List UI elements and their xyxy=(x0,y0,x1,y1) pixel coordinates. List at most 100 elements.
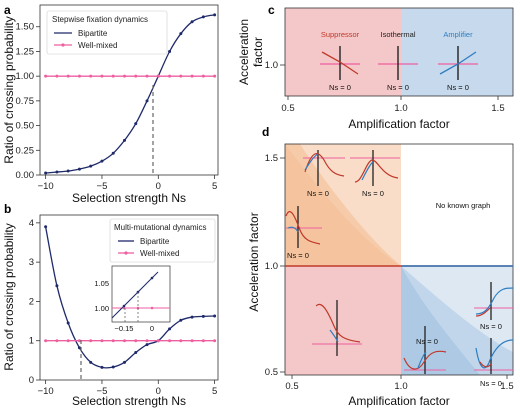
data-point xyxy=(111,365,115,369)
data-point xyxy=(168,327,172,331)
data-point xyxy=(213,339,217,343)
data-point xyxy=(201,15,205,19)
panel-d-xtick-label: 1.0 xyxy=(394,381,407,392)
panel-d-xtick-label: 1.5 xyxy=(500,381,513,392)
y-tick-label: 0.25 xyxy=(16,145,35,156)
inset-point xyxy=(122,304,126,308)
data-point xyxy=(89,164,93,168)
series-line xyxy=(45,14,215,174)
data-point xyxy=(134,339,138,343)
data-point xyxy=(122,360,126,364)
data-point xyxy=(190,315,194,319)
y-tick-label: 4 xyxy=(29,218,34,229)
panel-c-suppressor-title: Suppressor xyxy=(321,30,360,39)
data-point xyxy=(77,339,81,343)
data-point xyxy=(100,339,104,343)
panel-c-xlabel: Amplification factor xyxy=(348,117,449,131)
data-point xyxy=(77,167,81,171)
data-point xyxy=(55,74,59,78)
panel-c-ylabel-2: factor xyxy=(251,37,265,67)
panel-b: b −10 −5 0 5 0 1 2 3 4 Multi-mutational dynamics… xyxy=(2,202,219,408)
inset-ytick-1: 1.05 xyxy=(94,279,109,288)
data-point xyxy=(179,74,183,78)
inset-point xyxy=(150,276,154,280)
inset-ytick-0: 1.00 xyxy=(94,304,109,313)
mini-blue-curve xyxy=(417,351,427,369)
y-tick-label: 0 xyxy=(29,375,34,386)
mini-blue-curve xyxy=(361,161,374,181)
panel-d-ytick-label: 0.5 xyxy=(265,367,278,378)
panel-a-xlabel: Selection strength Ns xyxy=(72,191,186,205)
legend-b-bipartite-label: Bipartite xyxy=(140,237,170,246)
data-point xyxy=(44,74,48,78)
panel-a-ylabel: Ratio of crossing probability xyxy=(2,16,16,163)
panel-b-ticks: −10 −5 0 5 0 1 2 3 4 xyxy=(29,218,218,397)
mini-red-curve xyxy=(304,153,345,177)
y-tick-label: 1.00 xyxy=(16,71,35,82)
x-tick-label: 0 xyxy=(156,181,161,192)
x-tick-label: −5 xyxy=(97,386,108,397)
data-point xyxy=(145,339,149,343)
data-point xyxy=(66,339,70,343)
data-point xyxy=(55,170,59,174)
data-point xyxy=(179,339,183,343)
data-point xyxy=(156,339,160,343)
data-point xyxy=(66,74,70,78)
data-point xyxy=(89,74,93,78)
mini-blue-curve xyxy=(304,153,319,171)
mini-blue-curve xyxy=(475,287,514,315)
data-point xyxy=(44,171,48,175)
panel-b-xlabel: Selection strength Ns xyxy=(72,394,186,408)
x-tick-label: 5 xyxy=(212,386,217,397)
panel-d-caption: Ns = 0 xyxy=(416,337,438,346)
data-point xyxy=(213,74,217,78)
inset-bipartite-line xyxy=(111,271,159,319)
data-point xyxy=(55,339,59,343)
panel-b-legend-title: Multi-mutational dynamics xyxy=(114,223,206,232)
data-point xyxy=(77,346,81,350)
legend-wellmixed-marker xyxy=(61,43,65,47)
x-tick-label: 5 xyxy=(212,181,217,192)
panel-d-caption: Ns = 0 xyxy=(362,189,384,198)
data-point xyxy=(122,339,126,343)
data-point xyxy=(190,339,194,343)
y-tick-label: 0.75 xyxy=(16,96,35,107)
mini-amplifier-curve xyxy=(439,51,477,75)
panel-a-ticks: −10 −5 0 5 0.00 0.25 0.50 0.75 1.00 1.25 1.50 xyxy=(16,22,218,192)
panel-d-caption: Ns = 0 xyxy=(480,379,502,388)
mini-blue-curve xyxy=(287,226,299,233)
inset-xtick-0: −0.15 xyxy=(115,324,134,333)
mini-red-curve xyxy=(315,303,361,343)
legend-bipartite-label: Bipartite xyxy=(78,29,108,38)
data-point xyxy=(145,74,149,78)
data-point xyxy=(201,339,205,343)
data-point xyxy=(122,138,126,142)
x-tick-label: −5 xyxy=(97,181,108,192)
data-point xyxy=(179,32,183,36)
panel-a-plot xyxy=(44,13,217,175)
data-point xyxy=(89,339,93,343)
x-tick-label: −10 xyxy=(38,181,54,192)
legend-b-wellmixed-marker xyxy=(124,251,128,255)
panel-a: a −10 −5 0 5 0.00 0.25 0.50 0.75 1.00 1.25 1.50 St… xyxy=(2,3,219,205)
mini-red-curve xyxy=(354,159,399,183)
panel-c-isothermal-caption: Ns = 0 xyxy=(387,83,409,92)
panel-a-frame xyxy=(39,4,219,176)
panel-c-isothermal-title: Isothermal xyxy=(380,30,415,39)
y-tick-label: 0.50 xyxy=(16,121,35,132)
panel-b-legend: Multi-mutational dynamics Bipartite Well… xyxy=(109,218,216,263)
panel-b-ylabel: Ratio of crossing probability xyxy=(2,223,16,370)
panel-d-ylabel: Acceleration factor xyxy=(247,212,261,311)
data-point xyxy=(156,74,160,78)
data-point xyxy=(213,314,217,318)
data-point xyxy=(100,365,104,369)
panel-d-ytick-label: 1.0 xyxy=(265,261,278,272)
y-tick-label: 2 xyxy=(29,296,34,307)
data-point xyxy=(122,74,126,78)
panel-d-caption: Ns = 0 xyxy=(307,189,329,198)
series-line xyxy=(44,226,215,369)
data-point xyxy=(44,225,48,229)
panel-c-ylabel-1: Acceleration xyxy=(237,19,251,85)
panel-d-frame xyxy=(284,143,514,376)
